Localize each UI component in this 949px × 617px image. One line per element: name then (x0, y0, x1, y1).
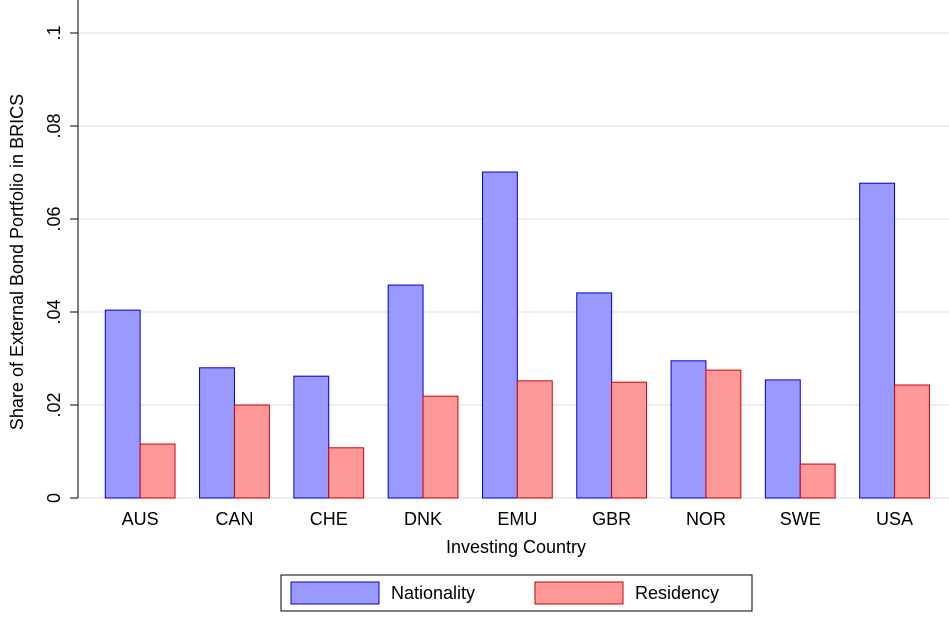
bar (139, 443, 176, 499)
x-tick-label: USA (876, 509, 913, 529)
x-tick-label: SWE (780, 509, 821, 529)
y-axis-title: Share of External Bond Portfolio in BRIC… (7, 94, 27, 430)
y-tick-label: .1 (44, 25, 64, 40)
x-tick-label: NOR (686, 509, 726, 529)
x-axis-title: Investing Country (446, 537, 586, 557)
bar (670, 360, 707, 499)
bar (233, 404, 270, 499)
x-tick-label: EMU (497, 509, 537, 529)
y-tick-label: .04 (44, 299, 64, 324)
bar (328, 447, 365, 499)
bar (481, 171, 518, 499)
legend-label: Residency (635, 583, 719, 603)
legend-swatch (534, 581, 624, 605)
x-tick-label: CHE (310, 509, 348, 529)
bar (764, 379, 801, 499)
bar (859, 182, 896, 499)
y-tick-label: .02 (44, 392, 64, 417)
bar (387, 284, 424, 499)
bar (104, 309, 141, 499)
x-tick-label: CAN (215, 509, 253, 529)
bar (576, 292, 613, 499)
x-tick-label: AUS (122, 509, 159, 529)
y-tick-label: .06 (44, 206, 64, 231)
y-tick-label: .08 (44, 113, 64, 138)
x-tick-label: GBR (592, 509, 631, 529)
bar (516, 380, 553, 499)
bar (705, 369, 742, 499)
legend-swatch (290, 581, 380, 605)
y-tick-label: 0 (44, 493, 64, 503)
bar (611, 381, 648, 499)
legend-box (280, 574, 753, 612)
bar (799, 463, 836, 499)
legend-label: Nationality (391, 583, 475, 603)
bar (293, 375, 330, 499)
bar (894, 384, 930, 499)
bar (422, 395, 459, 499)
bar (199, 367, 235, 499)
x-tick-label: DNK (404, 509, 442, 529)
